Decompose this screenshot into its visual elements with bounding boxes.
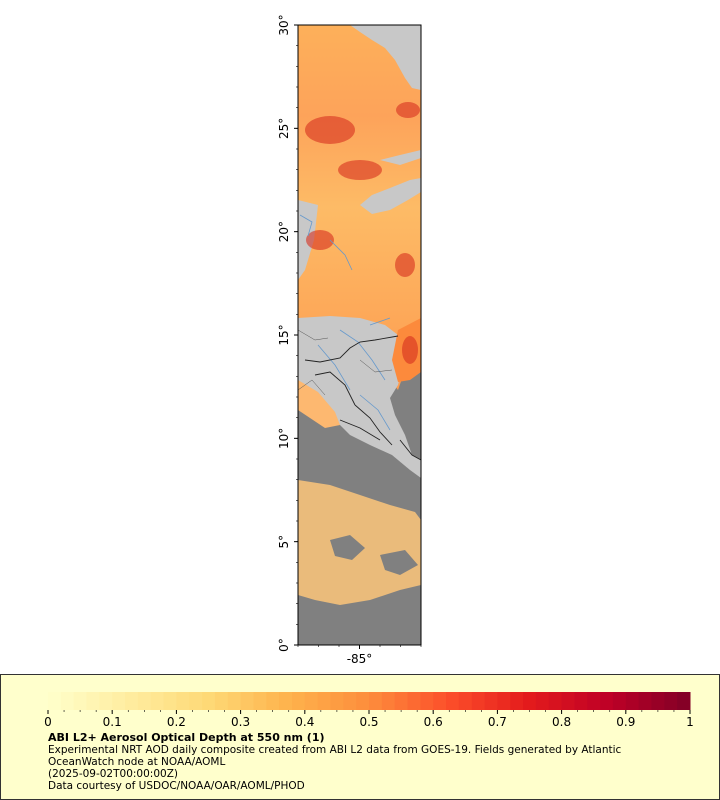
lat-tick-label: 5° [277, 535, 291, 549]
latitude-axis: 0° 5° 10° 15° 20° 25° 30° [277, 14, 298, 652]
lat-tick-label: 15° [277, 324, 291, 345]
colorbar-tick-label: 0.4 [295, 715, 314, 729]
colorbar-segment [99, 692, 113, 710]
colorbar-segment [86, 692, 100, 710]
colorbar-tick-label: 0.9 [616, 715, 635, 729]
land-yucatan [360, 178, 421, 214]
map-area: 0° 5° 10° 15° 20° 25° 30° -85° [277, 14, 422, 666]
colorbar-segment [600, 692, 614, 710]
colorbar-segment [510, 692, 524, 710]
aod-patch-south-2 [330, 535, 365, 560]
colorbar-segment [664, 692, 678, 710]
lat-tick-label: 25° [277, 118, 291, 139]
land-cuba [380, 150, 421, 165]
colorbar-segment [446, 692, 460, 710]
colorbar-tick-label: 0.2 [167, 715, 186, 729]
longitude-axis: -85° [297, 645, 422, 666]
colorbar-segment [189, 692, 203, 710]
colorbar-tick-label: 0.7 [488, 715, 507, 729]
colorbar-segment [343, 692, 357, 710]
aod-field-south [298, 480, 421, 605]
colorbar-segment [202, 692, 216, 710]
colorbar: 0 0.1 0.2 0.3 0.4 0.5 0.6 0.7 0.8 0.9 1 [44, 692, 694, 729]
colorbar-segment [587, 692, 601, 710]
colorbar-segment [317, 692, 331, 710]
colorbar-segment [266, 692, 280, 710]
aod-patch-south-3 [380, 550, 418, 575]
state-boundaries [298, 329, 393, 396]
colorbar-tick-label: 0.3 [231, 715, 250, 729]
colorbar-segment [125, 692, 139, 710]
legend-title: ABI L2+ Aerosol Optical Depth at 550 nm … [48, 731, 325, 744]
colorbar-segment [60, 692, 75, 710]
colorbar-segment [574, 692, 588, 710]
colorbar-segment [651, 692, 665, 710]
colorbar-segment [163, 692, 177, 710]
colorbar-segment [497, 692, 511, 710]
map-panel [298, 25, 421, 645]
colorbar-segment [73, 692, 88, 710]
legend-description: Experimental NRT AOD daily composite cre… [48, 744, 622, 768]
aod-high-speckles [305, 102, 420, 364]
colorbar-segment [214, 692, 229, 710]
colorbar-segment [638, 692, 652, 710]
colorbar-segment [484, 692, 498, 710]
colorbar-tick-label: 0.5 [359, 715, 378, 729]
lat-tick-label: 10° [277, 428, 291, 449]
colorbar-segment [227, 692, 242, 710]
map-svg: 0° 5° 10° 15° 20° 25° 30° -85° [277, 14, 422, 666]
colorbar-segment [535, 692, 550, 710]
colorbar-segment [548, 692, 563, 710]
colorbar-segment [240, 692, 254, 710]
colorbar-tick-label: 0.8 [552, 715, 571, 729]
colorbar-segment [561, 692, 575, 710]
colorbar-segment [381, 692, 396, 710]
colorbar-segment [330, 692, 344, 710]
colorbar-segment [279, 692, 293, 710]
rivers [299, 214, 391, 431]
lat-tick-label: 30° [277, 14, 291, 35]
colorbar-segment [137, 692, 152, 710]
colorbar-segment [356, 692, 370, 710]
colorbar-segment [612, 692, 627, 710]
legend-time: (2025-09-02T00:00:00Z) [48, 768, 178, 780]
colorbar-segment [253, 692, 267, 710]
colorbar-segment [677, 692, 691, 710]
colorbar-segment [458, 692, 473, 710]
legend-credit: Data courtesy of USDOC/NOAA/OAR/AOML/PHO… [48, 780, 305, 792]
colorbar-tick-label: 0 [44, 715, 52, 729]
aod-field-pacific [298, 380, 340, 428]
land-gulf-coast [350, 25, 421, 90]
land-central-america [298, 316, 421, 478]
colorbar-segment [625, 692, 640, 710]
lon-tick-label: -85° [347, 652, 373, 666]
colorbar-segment [48, 692, 62, 710]
lat-tick-label: 0° [277, 638, 291, 652]
colorbar-segment [112, 692, 126, 710]
colorbar-segment [471, 692, 486, 710]
colorbar-segment [291, 692, 306, 710]
colorbar-tick-label: 1 [686, 715, 694, 729]
legend-panel: 0 0.1 0.2 0.3 0.4 0.5 0.6 0.7 0.8 0.9 1 ABI L2+ Ae… [0, 674, 720, 800]
colorbar-segment [433, 692, 447, 710]
colorbar-segment [369, 692, 383, 710]
colorbar-segment [394, 692, 409, 710]
colorbar-segment [176, 692, 190, 710]
colorbar-segment [150, 692, 165, 710]
colorbar-segment [304, 692, 319, 710]
colorbar-segment [407, 692, 421, 710]
country-borders [304, 335, 421, 461]
colorbar-segment [420, 692, 434, 710]
colorbar-segment [523, 692, 537, 710]
lat-tick-label: 20° [277, 221, 291, 242]
colorbar-tick-label: 0.6 [424, 715, 443, 729]
colorbar-tick-label: 0.1 [103, 715, 122, 729]
